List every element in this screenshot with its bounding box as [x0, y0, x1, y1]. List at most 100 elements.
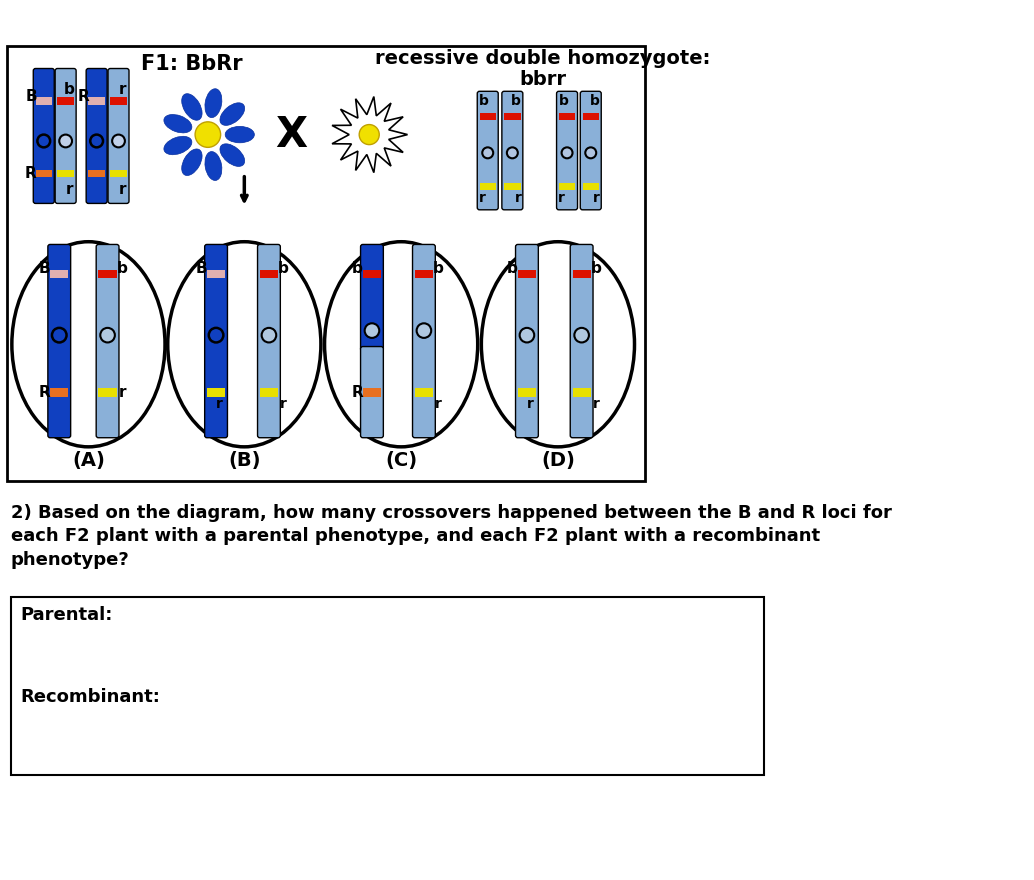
Bar — [480, 113, 496, 120]
Text: b: b — [352, 261, 363, 276]
FancyBboxPatch shape — [205, 245, 227, 437]
FancyBboxPatch shape — [478, 92, 498, 209]
Bar — [573, 388, 590, 397]
Bar — [505, 183, 520, 190]
Bar — [415, 388, 433, 397]
FancyBboxPatch shape — [55, 69, 77, 203]
Circle shape — [417, 323, 431, 338]
Bar — [363, 270, 382, 278]
Circle shape — [195, 121, 220, 147]
Text: b: b — [511, 94, 521, 108]
Circle shape — [359, 125, 379, 144]
Bar — [415, 270, 433, 278]
Text: r: r — [119, 385, 126, 400]
FancyBboxPatch shape — [48, 245, 70, 437]
Bar — [260, 270, 278, 278]
Text: b: b — [590, 261, 602, 276]
Circle shape — [574, 328, 589, 342]
Bar — [207, 270, 225, 278]
Text: b: b — [117, 261, 127, 276]
Text: R: R — [78, 89, 90, 104]
Text: r: r — [527, 397, 534, 411]
FancyBboxPatch shape — [257, 245, 280, 437]
Text: B: B — [25, 89, 37, 104]
Text: r: r — [592, 190, 600, 204]
Circle shape — [100, 328, 115, 342]
Circle shape — [365, 323, 379, 338]
Bar — [58, 170, 73, 178]
Bar — [50, 388, 68, 397]
Text: r: r — [216, 397, 223, 411]
Bar — [98, 270, 117, 278]
Text: r: r — [592, 397, 600, 411]
Bar — [35, 97, 52, 105]
Text: (D): (D) — [541, 451, 575, 470]
Ellipse shape — [220, 143, 245, 166]
Ellipse shape — [182, 149, 202, 175]
Circle shape — [112, 135, 125, 147]
Bar — [582, 113, 599, 120]
Ellipse shape — [482, 242, 635, 447]
Text: Parental:: Parental: — [20, 606, 113, 624]
FancyBboxPatch shape — [580, 92, 601, 209]
Bar — [505, 113, 520, 120]
Bar — [7, 46, 645, 481]
Circle shape — [507, 147, 518, 158]
Circle shape — [482, 147, 493, 158]
Text: r: r — [119, 82, 126, 97]
Text: (A): (A) — [72, 451, 104, 470]
Bar — [111, 170, 127, 178]
Text: b: b — [558, 94, 569, 108]
Ellipse shape — [182, 93, 202, 121]
Text: r: r — [280, 397, 287, 411]
Circle shape — [262, 328, 276, 342]
Text: X: X — [276, 114, 308, 156]
Ellipse shape — [205, 151, 222, 180]
Text: b: b — [64, 82, 74, 97]
FancyBboxPatch shape — [86, 69, 108, 203]
Bar — [260, 388, 278, 397]
Bar — [58, 97, 73, 105]
Text: F1: BbRr: F1: BbRr — [141, 55, 242, 75]
Circle shape — [59, 135, 72, 147]
Text: 2) Based on the diagram, how many crossovers happened between the B and R loci f: 2) Based on the diagram, how many crosso… — [11, 504, 891, 569]
FancyBboxPatch shape — [570, 245, 594, 437]
Text: B: B — [195, 261, 207, 276]
Bar — [558, 113, 575, 120]
Polygon shape — [332, 97, 407, 172]
Text: r: r — [435, 397, 442, 411]
FancyBboxPatch shape — [501, 92, 523, 209]
Text: R: R — [39, 385, 51, 400]
Text: b: b — [479, 94, 489, 108]
Ellipse shape — [325, 242, 478, 447]
Text: b: b — [278, 261, 288, 276]
Text: b: b — [433, 261, 444, 276]
Circle shape — [585, 147, 597, 158]
Text: b: b — [507, 261, 518, 276]
Ellipse shape — [225, 127, 254, 143]
Circle shape — [561, 147, 573, 158]
Text: R: R — [352, 385, 363, 400]
Text: bbrr: bbrr — [519, 70, 566, 90]
Bar — [98, 388, 117, 397]
Bar — [35, 170, 52, 178]
Bar — [363, 388, 382, 397]
FancyBboxPatch shape — [33, 69, 54, 203]
Text: r: r — [479, 190, 486, 204]
Ellipse shape — [11, 242, 165, 447]
Ellipse shape — [168, 242, 321, 447]
Bar — [11, 597, 764, 774]
FancyBboxPatch shape — [361, 347, 384, 437]
FancyBboxPatch shape — [96, 245, 119, 437]
Ellipse shape — [163, 114, 192, 133]
Text: (C): (C) — [385, 451, 417, 470]
Ellipse shape — [163, 136, 192, 155]
Bar — [89, 97, 104, 105]
Text: r: r — [558, 190, 565, 204]
Bar — [518, 388, 536, 397]
Text: (B): (B) — [229, 451, 261, 470]
Ellipse shape — [220, 103, 245, 125]
Text: R: R — [25, 166, 37, 181]
Bar — [582, 183, 599, 190]
Bar — [558, 183, 575, 190]
